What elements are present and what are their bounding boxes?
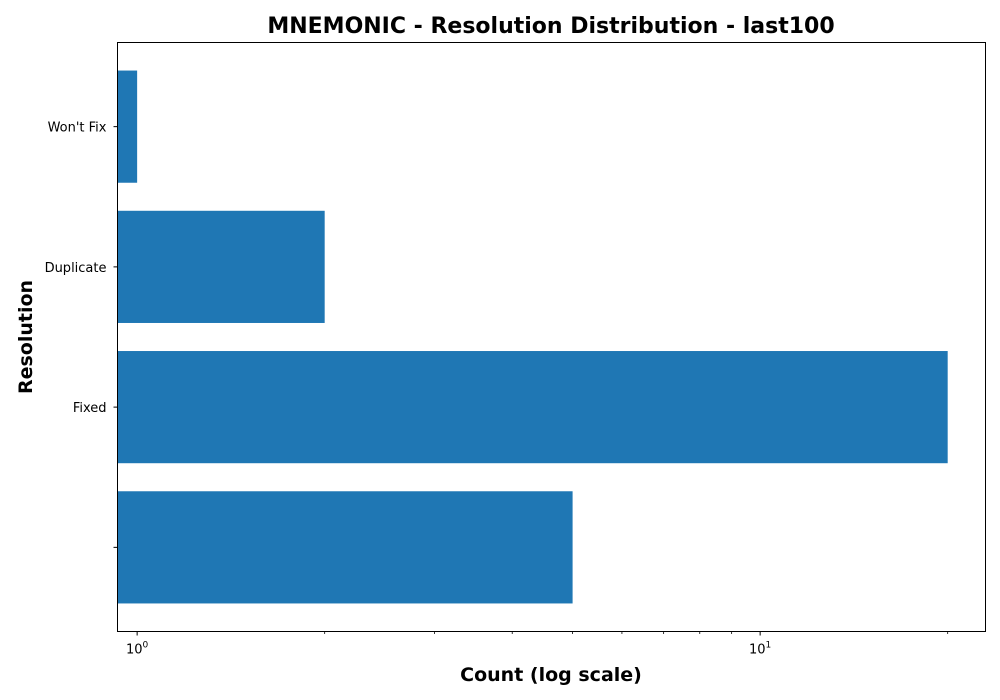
y-tick-label-2: Duplicate [45,261,107,276]
y-tick-label-1: Fixed [73,401,107,416]
bar-1 [117,351,948,464]
x-axis-label: Count (log scale) [460,664,642,686]
chart-title: MNEMONIC - Resolution Distribution - las… [267,14,834,39]
y-tick-label-3: Won't Fix [48,121,107,136]
bars-group [117,70,948,604]
bar-2 [117,210,325,323]
x-tick-label-0: 100 [126,641,149,658]
y-axis-label: Resolution [15,280,37,394]
bar-0 [117,491,573,604]
plot-frame [117,42,986,632]
bar-3 [117,70,138,183]
x-axis-ticks: 100 101 [126,631,949,658]
y-axis-ticks: Fixed Duplicate Won't Fix [45,121,118,548]
x-tick-label-1: 101 [749,641,771,658]
